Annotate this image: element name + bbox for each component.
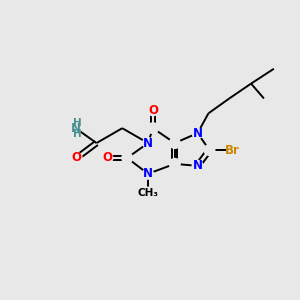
Text: O: O [72, 152, 82, 164]
Text: O: O [102, 152, 112, 164]
Circle shape [227, 145, 238, 155]
Circle shape [71, 153, 82, 163]
Circle shape [192, 128, 203, 139]
Circle shape [148, 105, 158, 116]
Text: N: N [143, 167, 153, 180]
Text: N: N [71, 122, 81, 135]
Circle shape [143, 168, 153, 179]
Circle shape [148, 123, 158, 134]
Circle shape [70, 123, 81, 134]
Text: O: O [148, 104, 158, 117]
Circle shape [192, 160, 203, 171]
Text: H: H [73, 129, 82, 139]
Text: Br: Br [225, 143, 240, 157]
Text: N: N [193, 127, 202, 140]
Text: N: N [143, 136, 153, 150]
Circle shape [102, 153, 113, 163]
Circle shape [122, 153, 133, 163]
Circle shape [169, 138, 180, 148]
Text: N: N [193, 159, 202, 172]
Circle shape [204, 145, 215, 155]
Text: CH₃: CH₃ [137, 188, 158, 198]
Circle shape [169, 158, 180, 169]
Circle shape [143, 138, 153, 148]
Text: H: H [73, 118, 82, 128]
Circle shape [143, 187, 153, 198]
